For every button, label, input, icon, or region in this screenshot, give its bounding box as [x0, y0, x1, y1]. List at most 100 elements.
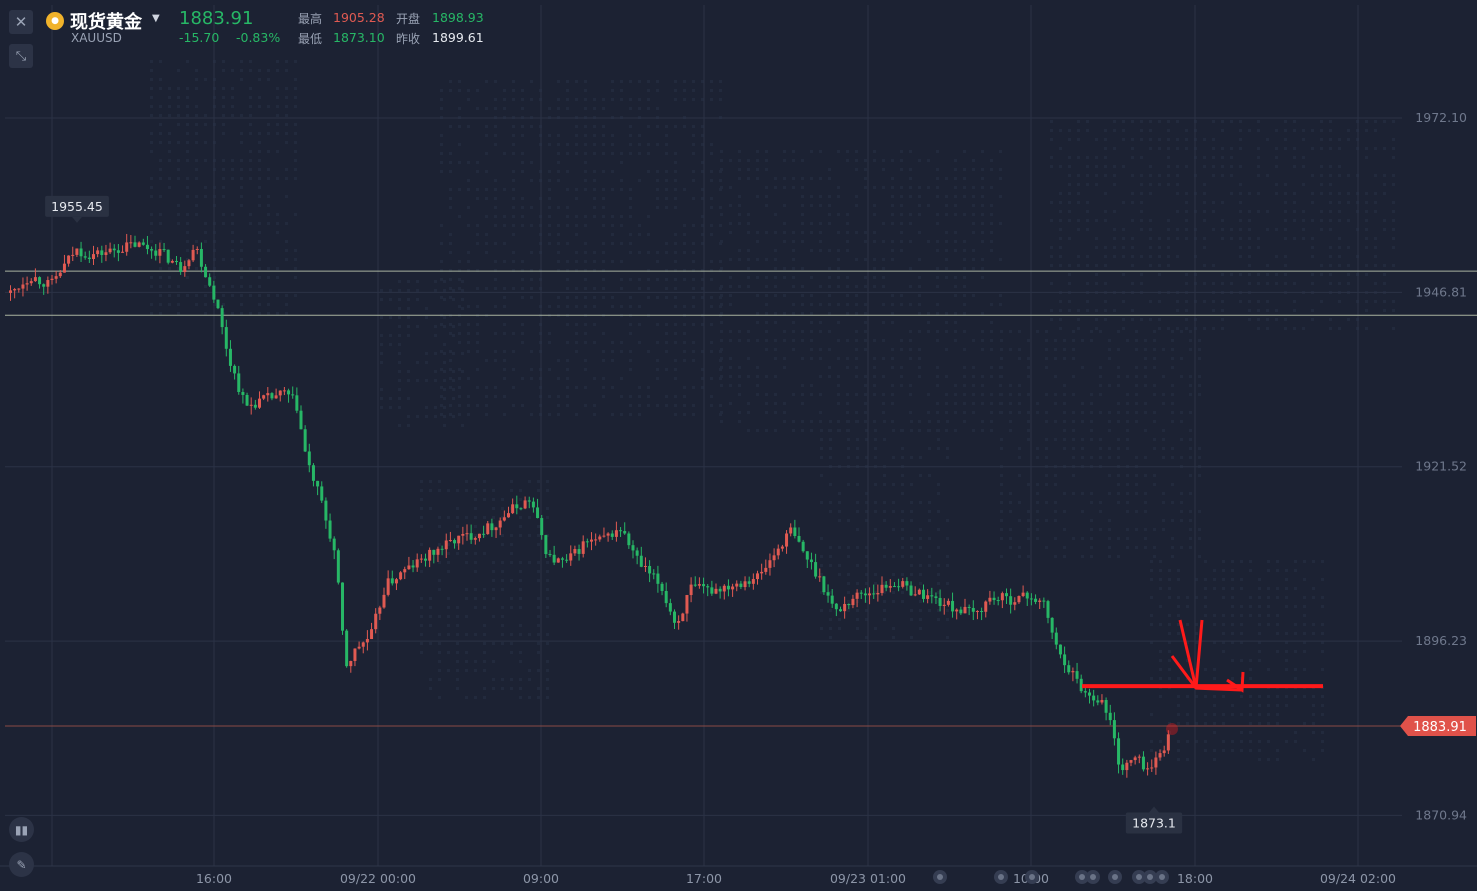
collapse-button[interactable]: ⤡ — [9, 44, 33, 68]
candle-body — [531, 501, 535, 508]
candle-body — [461, 533, 465, 536]
candle-body — [9, 290, 12, 293]
candle-body — [1034, 598, 1038, 602]
red-trend-annotation[interactable] — [1082, 619, 1323, 735]
horizontal-lines[interactable] — [5, 270, 1477, 727]
candle-body — [735, 583, 739, 587]
chevron-down-icon[interactable]: ▼ — [152, 13, 160, 24]
instrument-name[interactable]: 现货黄金 — [70, 12, 142, 33]
candle-body — [208, 277, 212, 286]
candle-body — [129, 242, 133, 244]
candle-body — [453, 540, 457, 544]
candle-body — [809, 559, 813, 563]
high-value: 1905.28 — [333, 10, 385, 25]
candle-body — [270, 393, 274, 399]
event-dot[interactable] — [933, 870, 947, 884]
candle-body — [888, 586, 892, 588]
event-dot[interactable] — [1155, 870, 1169, 884]
candle-body — [390, 578, 394, 584]
instrument-symbol: XAUUSD — [71, 31, 122, 45]
candle-body — [590, 539, 593, 542]
event-dot[interactable] — [1143, 870, 1157, 884]
event-dot[interactable] — [1025, 870, 1039, 884]
draw-tool-button[interactable]: ✎ — [9, 852, 34, 877]
candle-body — [104, 252, 108, 255]
candle-body — [477, 533, 481, 539]
candle-body — [419, 558, 423, 560]
candle-body — [1083, 691, 1087, 693]
candle-body — [407, 565, 411, 570]
event-dot[interactable] — [1086, 870, 1100, 884]
candle-body — [822, 576, 826, 593]
event-dot[interactable] — [994, 870, 1008, 884]
candle-body — [552, 554, 556, 563]
y-tick-label: 1896.23 — [1415, 633, 1467, 648]
candle-body — [988, 597, 992, 602]
candle-body — [793, 527, 797, 536]
y-tick-label: 1921.52 — [1415, 459, 1467, 474]
candle-body — [847, 603, 851, 606]
low-value: 1873.10 — [333, 30, 385, 45]
candle-body — [307, 451, 311, 466]
event-dot[interactable] — [1108, 870, 1122, 884]
candle-body — [1100, 700, 1104, 703]
candle-body — [909, 585, 913, 596]
y-tick-label: 1972.10 — [1415, 110, 1467, 125]
candle-body — [722, 585, 726, 592]
candle-body — [403, 569, 407, 573]
candle-body — [1025, 592, 1029, 599]
candle-body — [424, 558, 427, 561]
candle-body — [569, 553, 573, 561]
candle-body — [1079, 678, 1083, 692]
candle-body — [677, 621, 681, 623]
candle-body — [627, 533, 631, 546]
candle-body — [17, 288, 21, 290]
candle-body — [818, 576, 822, 578]
candle-body — [332, 538, 336, 551]
candle-body — [776, 548, 780, 556]
candle-body — [183, 266, 187, 272]
candle-body — [170, 260, 174, 263]
candle-body — [922, 589, 925, 599]
world-map-background — [150, 60, 1395, 761]
candle-body — [116, 250, 120, 253]
candle-body — [282, 390, 286, 392]
x-tick-label: 18:00 — [1177, 871, 1213, 886]
prev-close-label: 昨收 — [396, 32, 421, 46]
candle-body — [1154, 757, 1158, 768]
close-button[interactable]: ✕ — [9, 10, 33, 34]
candle-body — [1063, 654, 1067, 666]
candle-body — [1112, 720, 1116, 739]
candle-body — [328, 520, 332, 539]
event-dot[interactable] — [1075, 870, 1089, 884]
open-label: 开盘 — [396, 12, 421, 26]
candle-body — [253, 404, 257, 408]
candle-body — [631, 545, 635, 551]
candle-body — [21, 284, 25, 289]
chart-type-button[interactable]: ▮▮ — [9, 817, 34, 842]
candle-body — [689, 584, 693, 596]
candle-body — [266, 393, 270, 396]
candle-body — [1067, 665, 1071, 673]
candle-body — [1009, 596, 1013, 605]
last-price: 1883.91 — [179, 8, 254, 29]
x-tick-label: 09/22 00:00 — [340, 871, 416, 886]
candle-body — [150, 249, 154, 251]
y-tick-label: 1946.81 — [1415, 284, 1467, 299]
candle-body — [693, 584, 697, 586]
candle-body — [33, 277, 37, 282]
candle-body — [855, 592, 859, 599]
candle-body — [428, 549, 432, 561]
candle-body — [614, 530, 618, 537]
candle-body — [1166, 734, 1170, 751]
y-tick-label: 1870.94 — [1415, 807, 1467, 822]
candle-body — [681, 613, 685, 622]
candle-body — [548, 554, 552, 556]
candle-body — [930, 595, 934, 597]
event-dot[interactable] — [1132, 870, 1146, 884]
candle-body — [258, 398, 261, 408]
candle-body — [756, 573, 759, 580]
collapse-arrows-icon: ⤡ — [15, 48, 27, 64]
candle-body — [760, 571, 764, 574]
